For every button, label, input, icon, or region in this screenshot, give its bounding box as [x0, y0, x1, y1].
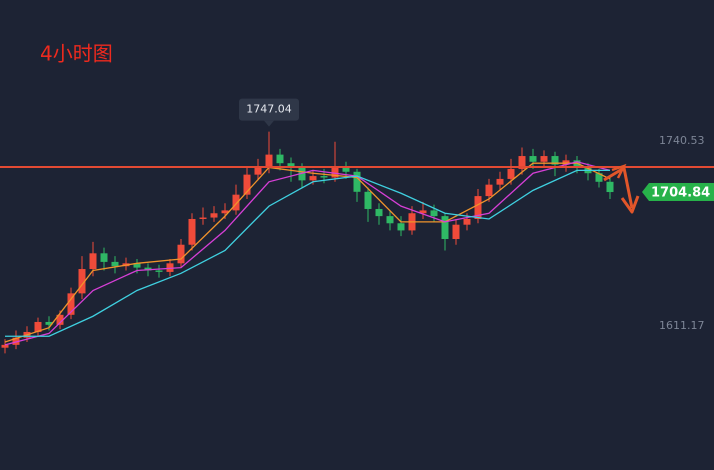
candle-body	[309, 176, 317, 181]
candle-body	[507, 168, 515, 179]
price-tag-label: 1704.84	[651, 186, 710, 201]
candle-body	[331, 167, 339, 178]
candle-body	[419, 210, 427, 214]
candle-body	[12, 337, 20, 345]
candle-body	[199, 217, 207, 219]
candle-body	[551, 156, 559, 165]
candle-body	[485, 184, 493, 197]
candle-body	[188, 218, 196, 245]
plot: 1611.17 1740.53 1747.04 1704.84	[0, 98, 714, 354]
candle-body	[78, 269, 86, 294]
candle-body	[320, 176, 328, 178]
y-tick-label: 1611.17	[659, 319, 705, 332]
candle-body	[100, 253, 108, 262]
candle-body	[133, 263, 141, 268]
candle-body	[386, 216, 394, 224]
price-tag	[642, 183, 714, 202]
candle-body	[463, 218, 471, 225]
candle-body	[221, 210, 229, 214]
candle-body	[155, 270, 163, 272]
forecast-arrowhead-up	[611, 163, 627, 179]
candle-body	[342, 167, 350, 172]
candle-body	[452, 224, 460, 240]
candle-body	[56, 314, 64, 325]
candle-body	[364, 191, 372, 209]
candle-body	[540, 156, 548, 162]
candle-body	[166, 263, 174, 272]
candle-body	[430, 210, 438, 217]
candle-body	[562, 160, 570, 165]
candle-body	[276, 154, 284, 164]
candle-body	[606, 181, 614, 193]
candle-body	[45, 321, 53, 325]
chart-title: 4小时图	[40, 42, 113, 66]
candle-body	[518, 156, 526, 169]
candle-body	[595, 173, 603, 182]
y-tick-label: 1740.53	[659, 134, 705, 147]
forecast-arrowhead	[620, 195, 640, 214]
candle-body	[529, 156, 537, 162]
candle-body	[34, 321, 42, 332]
high-callout-box	[239, 98, 299, 121]
candle-body	[232, 194, 240, 211]
candle-body	[177, 244, 185, 264]
candle-body	[298, 167, 306, 181]
candle-body	[496, 178, 504, 185]
high-callout-label: 1747.04	[246, 103, 292, 116]
candle-body	[111, 261, 119, 267]
candle-body	[210, 213, 218, 218]
candle-body	[1, 344, 9, 348]
candle-body	[243, 174, 251, 195]
candle-body	[441, 216, 449, 240]
candle-body	[375, 208, 383, 217]
candle-body	[144, 267, 152, 271]
moving-average-line	[4, 161, 611, 346]
moving-average-line	[5, 169, 610, 337]
candle-body	[265, 154, 273, 168]
candle-body	[89, 253, 97, 270]
candle-body	[397, 223, 405, 231]
candle-body	[353, 171, 361, 192]
candle-body	[474, 196, 482, 219]
candle-body	[254, 167, 262, 175]
candle-body	[67, 293, 75, 315]
moving-average-line	[4, 162, 611, 343]
candle-body	[287, 163, 295, 168]
high-callout-pointer	[264, 120, 274, 127]
